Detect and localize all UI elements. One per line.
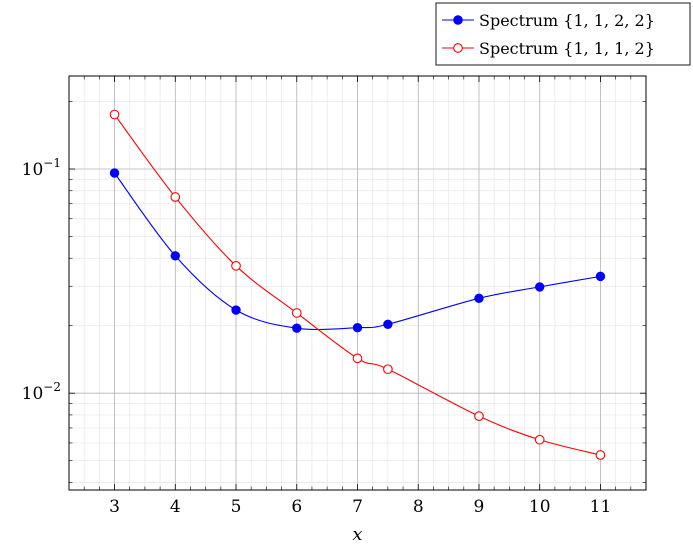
data-point [109,168,120,178]
data-point [535,282,545,292]
legend-label: Spectrum {1, 1, 1, 2} [479,39,655,58]
y-tick-labels: 10−1 10−2 [22,156,61,404]
x-tick-label: 5 [231,497,242,517]
legend-label: Spectrum {1, 1, 2, 2} [479,11,655,30]
data-point [109,109,120,120]
y-tick-label: 10−2 [22,380,61,404]
x-tick-label: 6 [291,497,302,517]
series-layer [109,109,606,460]
legend: Spectrum {1, 1, 2, 2} Spectrum {1, 1, 1, … [435,2,691,66]
data-point [291,308,302,318]
x-tick-label: 8 [413,497,424,517]
x-tick-label: 9 [474,497,485,517]
data-point [383,319,393,329]
data-point [383,364,393,375]
data-point [170,251,180,261]
legend-box [435,2,691,66]
legend-marker [453,15,463,25]
data-point [231,260,241,271]
data-point [595,450,606,460]
x-axis-title: x [352,524,362,545]
x-tick-label: 4 [170,497,181,517]
series-line [114,172,601,331]
x-tick-label: 7 [352,497,363,517]
x-tick-label: 11 [590,497,612,517]
series-2 [109,109,606,460]
legend-marker [453,43,463,53]
data-point [474,293,484,304]
major-grid [69,76,646,490]
tick-marks [68,76,647,490]
series-1 [109,168,606,333]
x-tick-label: 3 [109,497,120,517]
data-point [352,353,363,364]
data-point [595,271,606,282]
legend-item-2: Spectrum {1, 1, 1, 2} [442,39,655,58]
data-point [170,192,181,202]
x-tick-label: 10 [529,497,551,517]
legend-item-1: Spectrum {1, 1, 2, 2} [442,11,655,30]
data-point [292,323,302,333]
y-tick-label: 10−1 [22,156,61,180]
data-point [231,305,241,315]
data-point [474,411,484,422]
data-point [352,322,363,333]
minor-grid [68,76,647,490]
data-point [534,434,545,445]
x-tick-labels: 3 4 5 6 7 8 9 10 11 [109,497,611,517]
